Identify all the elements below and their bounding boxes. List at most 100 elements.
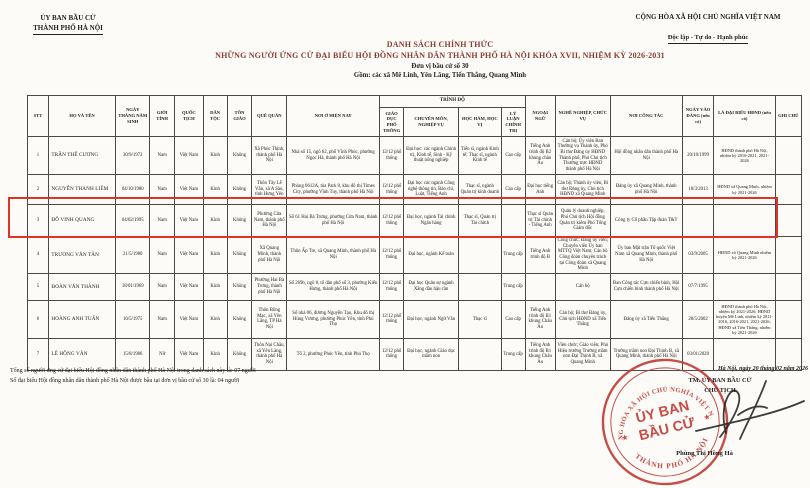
cell-ton-giao: Không: [226, 136, 253, 175]
col-header-ho-va-ten: HỌ VÀ TÊN: [47, 95, 117, 137]
cell-ghi-chu: [774, 236, 803, 274]
cell-ho-va-ten: TRẦN THẾ CƯƠNG: [47, 136, 117, 175]
col-header-quoc-tich: QUỐC TỊCH: [174, 95, 204, 137]
cell-stt: 3: [27, 204, 49, 237]
cell-ghi-chu: [774, 272, 803, 301]
cell-ngay-sinh: 18/01/1969: [115, 272, 151, 301]
cell-gioi-tinh: Nam: [149, 204, 176, 237]
stamp-star-right-icon: ★: [702, 412, 711, 422]
cell-ghi-chu: [774, 204, 803, 237]
cell-hoc-ham: Thạc sĩ, ngành Quản trị kinh doanh: [458, 174, 502, 205]
cell-dan-toc: Kinh: [202, 136, 228, 175]
cell-que-quan: Xã Phúc Thịnh, thành phố Hà Nội: [251, 136, 288, 175]
page-subtitle: NHỮNG NGƯỜI ỨNG CỬ ĐẠI BIỂU HỘI ĐỒNG NHÂ…: [215, 51, 665, 60]
cell-stt: 2: [27, 174, 49, 205]
cell-chuyen-mon: Đại học Quân sự ngành Xăng dầu hậu cần: [403, 272, 460, 301]
cell-ghi-chu: [774, 136, 803, 175]
cell-dai-bieu-hdnd: HĐND xã Quang Minh, nhiệm kỳ 2021-2026: [713, 174, 776, 205]
cell-ngoai-ngu: [524, 272, 556, 301]
cell-ngay-sinh: 30/9/1973: [115, 136, 151, 175]
cell-que-quan: Phường Cửa Nam, thành phố Hà Nội: [251, 204, 288, 237]
table-row: 4 TRƯƠNG VĂN TÂN 21/5/1980 Nam Việt Nam Kinh K…: [27, 236, 803, 274]
cell-chuyen-mon: Đại học, ngành Kế toán: [403, 236, 460, 274]
col-header-nghe-nghiep: NGHỀ NGHIỆP, CHỨC VỤ: [554, 95, 611, 137]
cell-gdpt: 12/12 phổ thông: [379, 174, 405, 205]
cell-gioi-tinh: Nam: [149, 174, 176, 205]
col-header-ghi-chu: GHI CHÚ: [774, 95, 803, 137]
cell-ly-luan: Cao cấp: [500, 174, 526, 205]
cell-hoc-ham: Tiến sĩ, ngành Kinh tế; Thạc sĩ, ngành K…: [458, 136, 502, 175]
cell-ngay-vao-dang: 07/7/1995: [681, 272, 715, 301]
cell-gioi-tinh: Nam: [149, 136, 176, 175]
cell-ngoai-ngu: Tiếng Anh trình độ B: [524, 236, 556, 274]
signature-date: Hà Nội, ngày 20 tháng 02 năm 2026: [717, 366, 808, 372]
table-row: 1 TRẦN THẾ CƯƠNG 30/9/1973 Nam Việt Nam Kinh K…: [27, 136, 803, 175]
cell-stt: 5: [27, 272, 49, 301]
document-title-block: DANH SÁCH CHÍNH THỨC NHỮNG NGƯỜI ỨNG CỬ …: [80, 40, 800, 79]
col-header-chuyen-mon: CHUYÊN MÔN, NGHIỆP VỤ: [403, 107, 460, 137]
cell-stt: 1: [27, 136, 49, 175]
page-title: DANH SÁCH CHÍNH THỨC: [386, 40, 494, 49]
cell-chuyen-mon: Đại học, ngành Ngữ Văn: [403, 299, 460, 339]
cell-quoc-tich: Việt Nam: [174, 236, 204, 274]
cell-que-quan: Thôn Bồng Mạc, xã Yên Lãng, TP Hà Nội: [251, 299, 288, 339]
cell-nghe-nghiep: Công chức; Đảng ủy viên; Chuyên viên Ủy …: [554, 236, 611, 274]
cell-hoc-ham: [458, 236, 502, 274]
cell-stt: 6: [27, 299, 49, 339]
table-row: 3 ĐỖ VINH QUANG 04/02/1995 Nam Việt Nam Kinh K…: [27, 204, 803, 237]
cell-quoc-tich: Việt Nam: [174, 299, 204, 339]
cell-ly-luan: Cao cấp: [500, 136, 526, 175]
col-header-noi-cong-tac: NƠI CÔNG TÁC: [609, 95, 683, 137]
cell-ton-giao: Không: [226, 272, 253, 301]
cell-dan-toc: Kinh: [202, 337, 228, 371]
cell-hoc-ham: Thạc sĩ, Quản trị Tài chính: [458, 204, 502, 237]
cell-gdpt: 12/12 phổ thông: [379, 337, 405, 371]
cell-noi-o: Thôn Ấp Tre, xã Quang Minh, thành phố Hà…: [286, 236, 381, 274]
cell-ho-va-ten: HOÀNG ANH TUẤN: [47, 299, 117, 339]
org-name-line1: ỦY BAN BẦU CỬ: [40, 14, 96, 22]
cell-noi-cong-tac: Ban Công tác Cựu chiến binh, Hội Cựu chi…: [609, 272, 683, 301]
cell-ngay-vao-dang: 03/01/2020: [681, 337, 715, 371]
col-group-trinh-do: TRÌNH ĐỘ: [379, 95, 526, 108]
cell-gioi-tinh: Nam: [149, 299, 176, 339]
signature-title: CHỦ TỊCH: [704, 387, 736, 394]
election-area-line: Gồm: các xã Mê Linh, Yên Lãng, Tiến Thắn…: [353, 72, 527, 79]
cell-ngay-sinh: 21/5/1980: [115, 236, 151, 274]
cell-gdpt: 12/12 phổ thông: [379, 272, 405, 301]
cell-gioi-tinh: Nam: [149, 272, 176, 301]
col-header-dan-toc: DÂN TỘC: [202, 95, 228, 137]
cell-ngoai-ngu: Tiếng Anh trình độ B1 khung Châu Âu: [524, 337, 556, 371]
stamp-star-left-icon: ★: [620, 432, 629, 442]
issuing-org-block: ỦY BAN BẦU CỬ THÀNH PHỐ HÀ NỘI: [18, 13, 118, 36]
cell-ho-va-ten: TRƯƠNG VĂN TÂN: [47, 236, 117, 274]
table-row: 2 NGUYỄN THANH LIÊM 04/10/1980 Nam Việt Nam K…: [27, 174, 803, 205]
candidate-table-wrap: STT HỌ VÀ TÊN NGÀY THÁNG NĂM SINH GIỚI T…: [27, 95, 803, 371]
national-motto-line2: Độc lập - Tự do - Hạnh phúc: [667, 33, 749, 45]
cell-dai-bieu-hdnd: HĐND xã Quang Minh nhiệm kỳ 2021-2026: [713, 236, 776, 274]
cell-ho-va-ten: NGUYỄN THANH LIÊM: [47, 174, 117, 205]
col-header-noi-o: NƠI Ở HIỆN NAY: [286, 95, 381, 137]
org-name-line2: THÀNH PHỐ HÀ NỘI: [33, 23, 103, 36]
col-header-ngoai-ngu: NGOẠI NGỮ: [524, 95, 556, 137]
cell-ngay-vao-dang: 03/9/2005: [681, 236, 715, 274]
cell-ho-va-ten: LÊ HỒNG VÂN: [47, 337, 117, 371]
cell-ngay-sinh: 04/10/1980: [115, 174, 151, 205]
cell-ton-giao: Không: [226, 204, 253, 237]
cell-noi-cong-tac: Ủy ban Mặt trận Tổ quốc Việt Nam xã Quan…: [609, 236, 683, 274]
cell-ho-va-ten: ĐỖ VINH QUANG: [47, 204, 117, 237]
national-header-block: CỘNG HÒA XÃ HỘI CHỦ NGHĨA VIỆT NAM Độc l…: [612, 12, 804, 47]
election-unit-line: Đơn vị bầu cử số 30: [411, 63, 469, 70]
cell-nghe-nghiep: Viên chức; Giáo viên; Phó Hiệu trưởng Tr…: [554, 337, 611, 371]
cell-quoc-tich: Việt Nam: [174, 174, 204, 205]
cell-dai-bieu-hdnd: HĐND thành phố Hà Nội, nhiệm kỳ 2016-202…: [713, 136, 776, 175]
cell-dan-toc: Kinh: [202, 204, 228, 237]
cell-ngay-sinh: 10/5/1975: [115, 299, 151, 339]
col-header-ngay-sinh: NGÀY THÁNG NĂM SINH: [115, 95, 151, 137]
cell-ngay-vao-dang: [681, 204, 715, 237]
cell-ngoai-ngu: Đại học tiếng Anh: [524, 174, 556, 205]
handwritten-signature: [695, 380, 805, 440]
col-header-gioi-tinh: GIỚI TÍNH: [149, 95, 176, 137]
cell-stt: 4: [27, 236, 49, 274]
total-candidates-line: Tổng số người ứng cử đại biểu Hội đồng n…: [10, 368, 256, 374]
